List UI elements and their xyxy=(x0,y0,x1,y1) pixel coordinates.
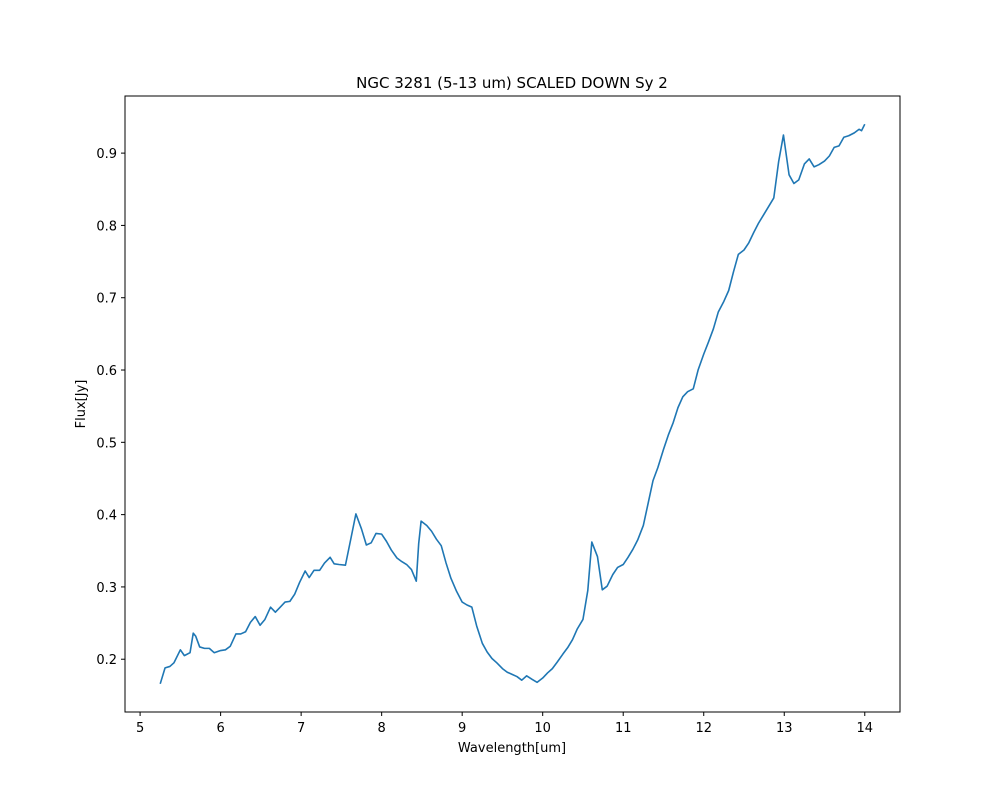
y-tick-label: 0.4 xyxy=(96,509,117,524)
x-tick-label: 11 xyxy=(615,721,632,736)
y-tick-label: 0.5 xyxy=(96,436,117,451)
y-tick-label: 0.6 xyxy=(96,364,117,379)
x-tick-label: 13 xyxy=(776,721,793,736)
y-tick-label: 0.8 xyxy=(96,219,117,234)
y-tick-label: 0.9 xyxy=(96,147,117,162)
y-tick-label: 0.7 xyxy=(96,292,117,307)
x-axis-label: Wavelength[um] xyxy=(458,741,566,756)
y-tick-label: 0.3 xyxy=(96,581,117,596)
chart-title: NGC 3281 (5-13 um) SCALED DOWN Sy 2 xyxy=(356,74,668,92)
data-line xyxy=(159,123,866,685)
y-axis-label: Flux[Jy] xyxy=(74,380,89,429)
x-tick-label: 9 xyxy=(458,721,466,736)
plot-frame xyxy=(124,95,901,713)
x-tick-label: 5 xyxy=(136,721,144,736)
x-tick-label: 6 xyxy=(216,721,224,736)
x-tick-label: 14 xyxy=(856,721,873,736)
x-tick-label: 12 xyxy=(695,721,712,736)
x-tick-label: 10 xyxy=(534,721,551,736)
x-tick-label: 7 xyxy=(297,721,305,736)
x-tick-label: 8 xyxy=(378,721,386,736)
y-tick-label: 0.2 xyxy=(96,653,117,668)
